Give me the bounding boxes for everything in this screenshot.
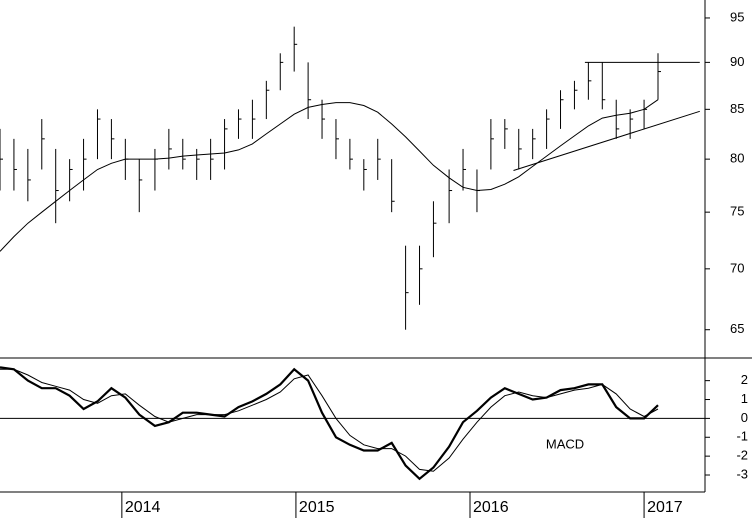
x-tick-label: 2017 xyxy=(647,499,683,516)
y-tick-label: 80 xyxy=(730,151,744,166)
y-tick-label: 70 xyxy=(730,260,744,275)
y-tick-label: 2 xyxy=(741,372,748,387)
y-tick-label: 1 xyxy=(741,391,748,406)
y-tick-label: -3 xyxy=(736,466,748,481)
macd-line xyxy=(0,368,659,472)
x-tick-label: 2014 xyxy=(125,499,161,516)
y-tick-label: 90 xyxy=(730,54,744,69)
y-tick-label: -1 xyxy=(736,429,748,444)
x-tick-label: 2016 xyxy=(473,499,509,516)
moving-average xyxy=(0,99,659,252)
macd-line xyxy=(0,366,659,481)
y-tick-label: 95 xyxy=(730,9,744,24)
y-tick-label: 85 xyxy=(730,101,744,116)
y-tick-label: 0 xyxy=(741,410,748,425)
x-tick-label: 2015 xyxy=(299,499,335,516)
trendline xyxy=(513,110,700,171)
y-tick-label: -2 xyxy=(736,448,748,463)
y-tick-label: 65 xyxy=(730,321,744,336)
annotation: MACD xyxy=(546,436,584,451)
y-tick-label: 75 xyxy=(730,204,744,219)
